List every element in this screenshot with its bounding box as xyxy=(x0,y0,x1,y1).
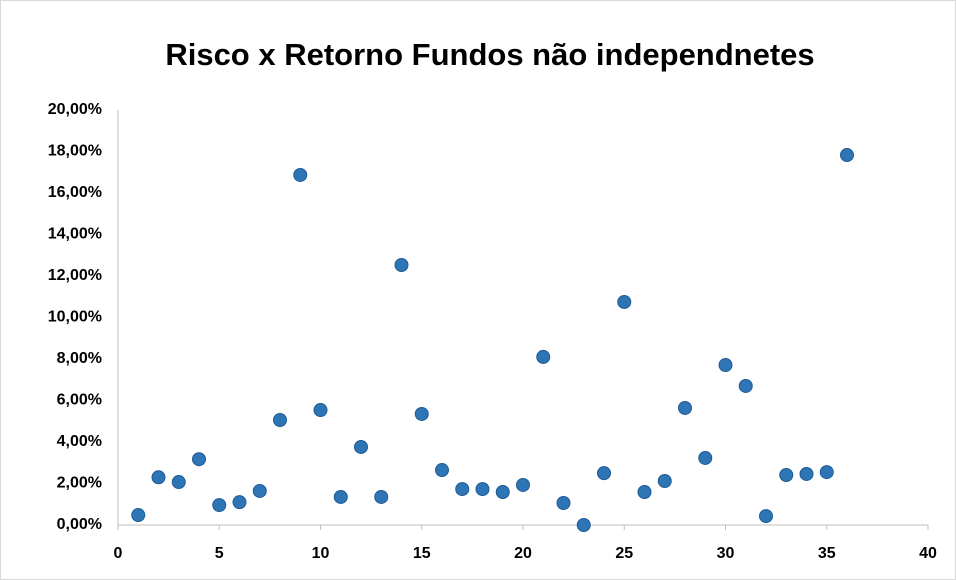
y-tick-label: 12,00% xyxy=(48,267,102,284)
x-tick-label: 0 xyxy=(114,545,123,562)
y-tick-label: 16,00% xyxy=(48,184,102,201)
y-tick-label: 0,00% xyxy=(57,516,102,533)
point xyxy=(759,509,773,524)
y-tick-label: 4,00% xyxy=(57,433,102,450)
point xyxy=(151,470,166,485)
point xyxy=(657,474,672,489)
y-tick-label: 14,00% xyxy=(48,226,102,243)
point xyxy=(435,463,449,478)
x-tick-label: 35 xyxy=(818,545,836,562)
point xyxy=(536,349,551,364)
point xyxy=(475,482,490,497)
point xyxy=(192,452,206,467)
point xyxy=(840,148,854,163)
point xyxy=(293,167,308,182)
chart-title: Risco x Retorno Fundos não independnetes xyxy=(165,37,814,72)
point xyxy=(718,358,733,373)
point xyxy=(374,489,389,504)
point xyxy=(678,400,692,415)
point xyxy=(354,439,368,454)
y-tick-label: 8,00% xyxy=(57,350,102,367)
point xyxy=(738,378,753,393)
x-tick-label: 15 xyxy=(413,545,431,562)
y-tick-label: 20,00% xyxy=(48,101,102,118)
x-tick-label: 5 xyxy=(215,545,224,562)
point xyxy=(779,467,794,482)
x-tick-label: 10 xyxy=(312,545,330,562)
y-tick-label: 6,00% xyxy=(57,392,102,409)
point xyxy=(516,477,530,492)
point xyxy=(212,498,227,513)
x-tick-label: 20 xyxy=(514,545,532,562)
point xyxy=(394,258,409,273)
point xyxy=(131,508,146,523)
y-tick-label: 18,00% xyxy=(48,143,102,160)
point xyxy=(799,466,814,481)
point xyxy=(819,465,834,480)
x-tick-label: 40 xyxy=(919,545,937,562)
point xyxy=(414,406,429,421)
y-tick-label: 2,00% xyxy=(57,475,102,492)
x-tick-label: 25 xyxy=(615,545,633,562)
point xyxy=(556,496,571,511)
point xyxy=(576,518,591,532)
x-tick-label: 30 xyxy=(717,545,735,562)
y-tick-label: 10,00% xyxy=(48,309,102,326)
point xyxy=(617,294,632,309)
point xyxy=(597,466,611,481)
point xyxy=(273,413,287,428)
point xyxy=(171,475,186,490)
point xyxy=(252,483,267,498)
point xyxy=(333,489,348,504)
point xyxy=(232,495,247,510)
point xyxy=(455,482,470,497)
point xyxy=(698,450,713,465)
point xyxy=(637,485,652,500)
point xyxy=(313,403,328,418)
point xyxy=(495,485,510,500)
